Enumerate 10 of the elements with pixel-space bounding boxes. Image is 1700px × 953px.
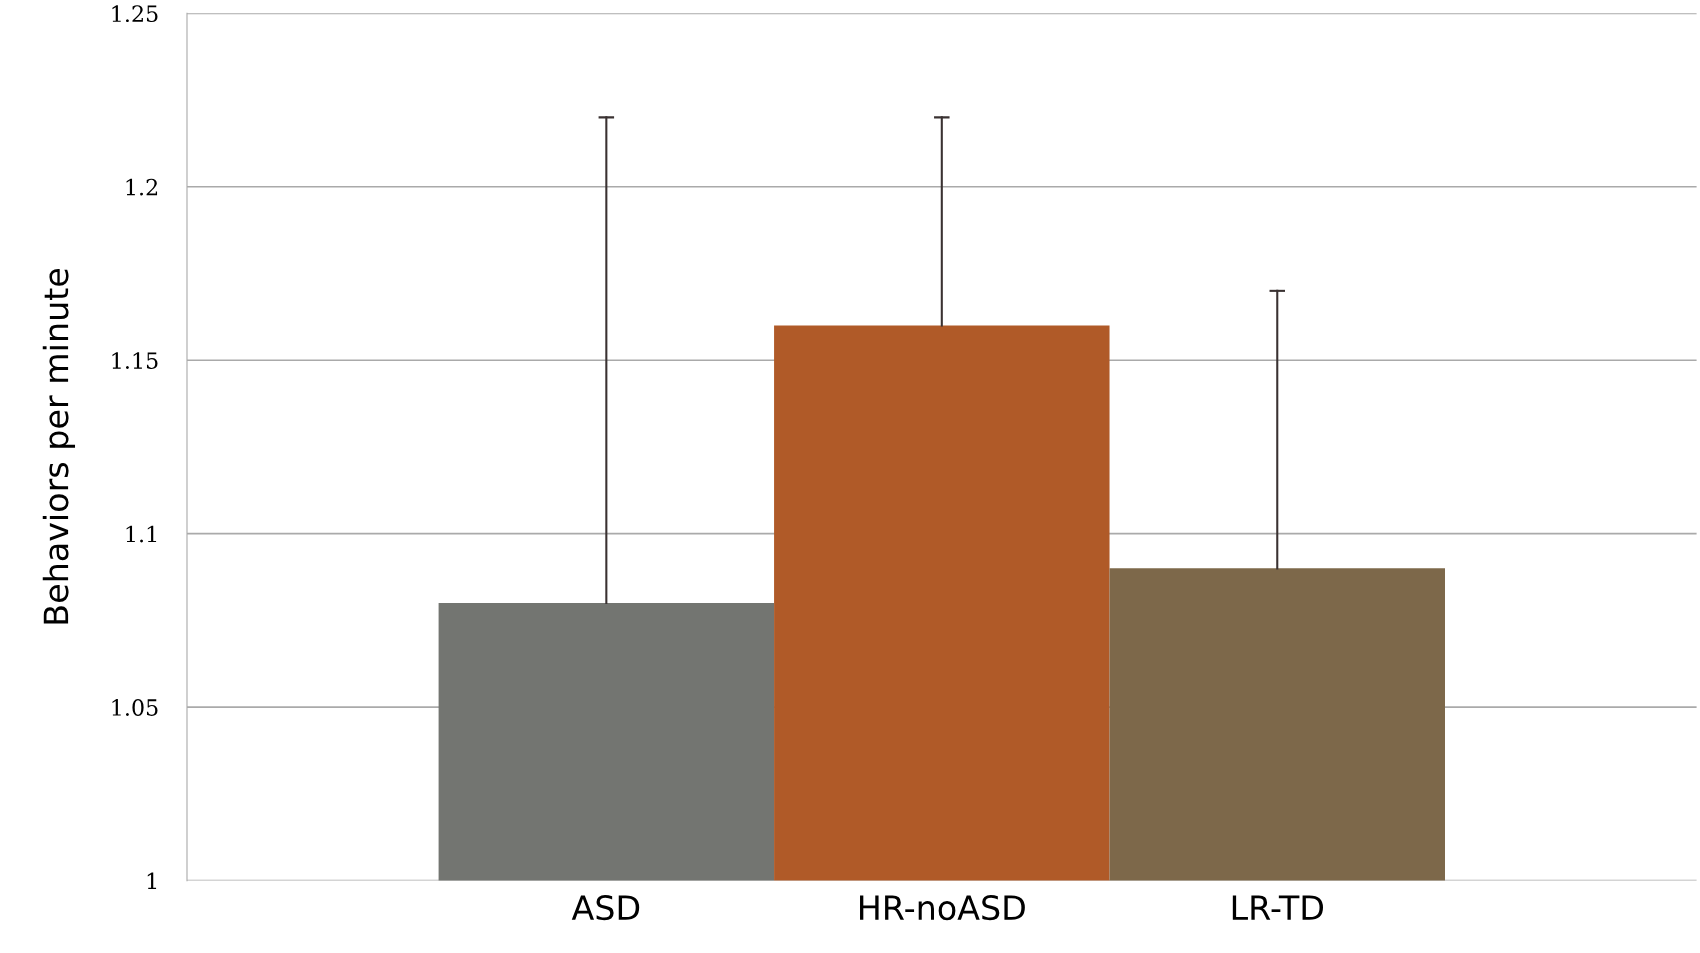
y-tick-label: 1.1 — [126, 525, 157, 543]
y-tick-label: 1.25 — [112, 5, 158, 23]
x-tick-label: ASD — [571, 895, 640, 921]
y-tick-label: 1.05 — [112, 699, 158, 716]
y-tick-label: 1 — [147, 872, 157, 890]
x-tick-label: LR-TD — [1232, 895, 1323, 920]
x-tick-label: HR-noASD — [860, 895, 1025, 921]
y-tick-label: 1.2 — [126, 178, 158, 196]
y-tick-label: 1.15 — [112, 352, 158, 369]
y-axis-title: Behaviors per minute — [42, 268, 76, 624]
